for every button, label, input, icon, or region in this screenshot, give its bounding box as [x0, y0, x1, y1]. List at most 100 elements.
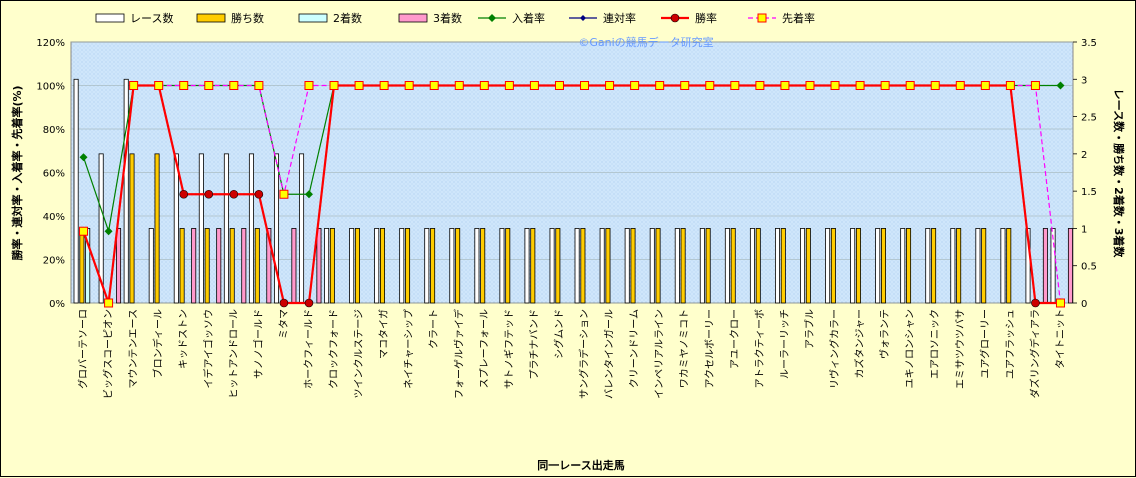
ahead-rate-point: [755, 81, 765, 90]
y-right-tick-label: 1: [1081, 224, 1087, 235]
bar-races: [724, 228, 730, 304]
bar-races: [1000, 228, 1006, 304]
bar-races: [474, 228, 480, 304]
y-right-tick-label: 0: [1081, 299, 1087, 310]
bar-thirds: [1067, 228, 1073, 304]
bar-wins: [931, 228, 937, 304]
category-label: ダズリングディアラ: [1028, 309, 1041, 398]
show-rate-point: [104, 227, 113, 236]
bar-wins: [204, 228, 210, 304]
ahead-rate-point: [404, 81, 414, 90]
ahead-rate-point: [104, 298, 114, 308]
show-rate-point: [1056, 81, 1065, 90]
ahead-rate-point: [605, 81, 615, 90]
category-label: ヴォランテ: [878, 309, 891, 359]
bar-races: [499, 228, 505, 304]
bar-races: [424, 228, 430, 304]
y-right-tick-label: 2.5: [1081, 113, 1097, 124]
bar-thirds: [241, 228, 247, 304]
show-rate-point: [79, 153, 88, 162]
ahead-rate-point: [454, 81, 464, 90]
ahead-rate-point: [529, 81, 539, 90]
y-left-tick-label: 80%: [43, 125, 65, 136]
ahead-rate-point: [730, 81, 740, 90]
bar-races: [674, 228, 680, 304]
legend-item: 2着数: [298, 11, 362, 25]
ahead-rate-point: [154, 81, 164, 90]
ahead-rate-point: [1005, 81, 1015, 90]
legend-swatch: [398, 13, 428, 23]
ahead-rate-point: [630, 81, 640, 90]
bar-races: [925, 228, 931, 304]
ahead-rate-point: [204, 81, 214, 90]
bar-wins: [379, 228, 385, 304]
ahead-rate-point: [830, 81, 840, 90]
category-label: アラブル: [803, 309, 816, 349]
category-label: スプレーフォール: [478, 309, 490, 388]
bar-races: [900, 228, 906, 304]
category-label: ホークフィールド: [303, 309, 315, 389]
legend-item: 勝率: [661, 11, 717, 25]
category-label: リヴィングカラー: [828, 309, 841, 389]
bar-wins: [780, 228, 786, 304]
ahead-rate-point: [354, 81, 364, 90]
y-right-tick-label: 1.5: [1081, 187, 1097, 198]
right-axis: 0 0.5 1 1.5 2 2.5 3 3.5: [1073, 38, 1097, 310]
y-left-tick-label: 20%: [43, 256, 65, 267]
bar-wins: [329, 228, 335, 304]
category-label: シグムンド: [552, 309, 565, 359]
ahead-rate-point: [554, 81, 564, 90]
ahead-rate-point: [880, 81, 890, 90]
bar-wins: [755, 228, 761, 304]
bar-races: [624, 228, 630, 304]
category-label: エアロソニック: [929, 309, 941, 379]
legend-marker: [757, 13, 767, 23]
bar-thirds: [266, 228, 272, 304]
category-label: タイトニット: [1054, 309, 1066, 369]
ahead-rate-point: [905, 81, 915, 90]
bar-races: [273, 153, 279, 304]
bar-wins: [981, 228, 987, 304]
bar-races: [98, 153, 104, 304]
bar-wins: [680, 228, 686, 304]
legend-marker: [580, 15, 586, 21]
y-right-tick-label: 0.5: [1081, 262, 1097, 273]
category-label: ワカミヤノミコト: [679, 309, 691, 388]
ahead-rate-point: [705, 81, 715, 90]
legend-swatch: [298, 13, 328, 23]
bar-races: [850, 228, 856, 304]
bar-races: [299, 153, 305, 304]
legend-label: 2着数: [333, 11, 362, 25]
bar-wins: [630, 228, 636, 304]
bar-races: [749, 228, 755, 304]
y-right-tick-label: 3: [1081, 75, 1087, 86]
bar-races: [549, 228, 555, 304]
legend: レース数 勝ち数 2着数 3着数 入着率 連対率 勝率 先着率: [95, 11, 815, 25]
category-label: ヒットアンドロール: [228, 309, 240, 399]
category-label: クリーンドリーム: [629, 309, 641, 388]
legend-item: 3着数: [398, 11, 462, 25]
category-label: アユークロー: [729, 309, 741, 369]
bar-thirds: [1042, 228, 1048, 304]
y-left-tick-label: 0%: [49, 299, 65, 310]
bar-wins: [1006, 228, 1012, 304]
bar-wins: [906, 228, 912, 304]
category-label: ミタマ: [278, 309, 290, 339]
bar-wins: [730, 228, 736, 304]
bar-wins: [530, 228, 536, 304]
legend-label: 入着率: [512, 11, 545, 25]
bars: [73, 78, 1073, 304]
category-label: プラチナバンド: [528, 309, 540, 380]
bar-wins: [956, 228, 962, 304]
bar-races: [950, 228, 956, 304]
y-right-tick-label: 2: [1081, 150, 1087, 161]
win-rate-point: [204, 189, 214, 199]
category-label: ユキノロンシャン: [905, 309, 916, 388]
bar-wins: [430, 228, 436, 304]
bar-thirds: [316, 228, 322, 304]
bar-thirds: [216, 228, 222, 304]
win-rate-point: [304, 298, 314, 308]
legend-item: レース数: [95, 12, 173, 25]
